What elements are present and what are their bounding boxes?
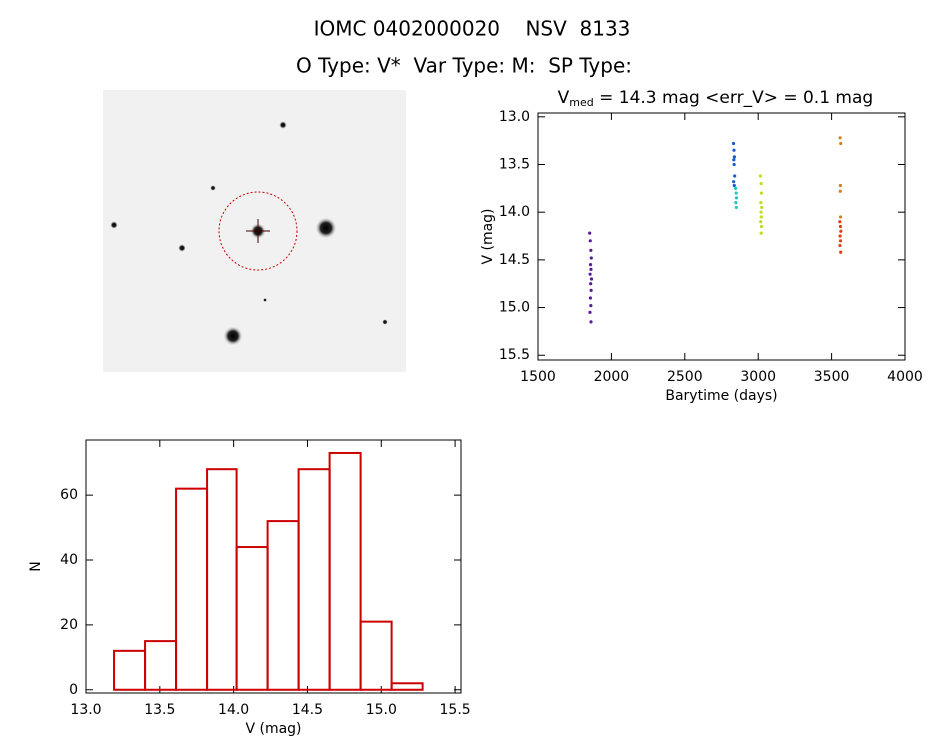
point [732, 158, 736, 162]
hist-bar [266, 520, 300, 691]
point [838, 224, 843, 229]
point [759, 201, 763, 205]
scatter-title: Vmed = 14.3 mag <err_V> = 0.1 mag [531, 88, 890, 109]
x-tick-label: 3000 [740, 369, 776, 385]
point [732, 162, 736, 167]
page-subtitle: O Type: V* Var Type: M: SP Type: [296, 54, 632, 78]
hist-bar [297, 468, 331, 691]
title-subscript: med [569, 96, 593, 109]
point [589, 256, 593, 260]
page-title: IOMC 0402000020 NSV 8133 [314, 17, 631, 41]
point [734, 191, 738, 195]
hist-bar [175, 487, 209, 691]
x-axis-label: V (mag) [245, 721, 301, 737]
point [838, 189, 842, 193]
point [589, 282, 593, 286]
point [733, 186, 738, 190]
point [588, 296, 593, 300]
point [759, 191, 764, 195]
plot-frame [85, 439, 462, 694]
hist-bar [113, 649, 147, 691]
sky-image [103, 90, 406, 372]
y-tick-label: 40 [60, 552, 78, 568]
point [759, 220, 763, 224]
point [732, 148, 736, 152]
hist-bar [144, 640, 178, 691]
point [759, 210, 763, 214]
point [588, 263, 593, 267]
point [838, 239, 843, 243]
x-tick-label: 14.0 [218, 702, 249, 718]
x-tick-label: 13.0 [70, 702, 101, 718]
point [839, 141, 843, 146]
y-tick-label: 20 [60, 617, 78, 633]
x-tick-label: 2000 [594, 369, 630, 385]
point [838, 243, 842, 248]
plot-frame [537, 112, 906, 361]
x-tick-label: 13.5 [144, 702, 175, 718]
point [588, 231, 592, 235]
point [588, 310, 592, 314]
point [838, 215, 843, 219]
point [734, 196, 739, 200]
hist-bar [390, 682, 424, 691]
y-tick-label: 15.0 [499, 300, 530, 316]
point [732, 183, 736, 188]
y-tick-label: 13.5 [499, 156, 530, 172]
point [839, 250, 843, 254]
point [589, 320, 593, 324]
point [732, 180, 736, 184]
y-tick-label: 13.0 [499, 109, 530, 125]
point [759, 181, 763, 186]
point [758, 174, 763, 178]
point [759, 215, 763, 219]
y-axis-label: V (mag) [480, 208, 496, 264]
point [733, 174, 737, 178]
point [589, 277, 594, 281]
point [589, 288, 593, 292]
point [838, 136, 842, 140]
point [732, 155, 737, 159]
point [838, 183, 843, 188]
x-tick-label: 3500 [814, 369, 850, 385]
y-tick-label: 14.5 [499, 252, 530, 268]
point [838, 220, 842, 224]
y-tick-label: 0 [69, 682, 78, 698]
x-tick-label: 2500 [667, 369, 703, 385]
point [588, 272, 592, 276]
y-axis-label: N [28, 561, 44, 571]
point [588, 239, 592, 243]
y-tick-label: 60 [60, 487, 78, 503]
point [734, 201, 738, 205]
title-main: V [558, 88, 570, 108]
x-tick-label: 15.5 [440, 702, 471, 718]
hist-bar [235, 546, 269, 691]
point [760, 205, 764, 210]
point [734, 205, 738, 210]
point [731, 141, 736, 146]
point [759, 231, 763, 235]
point [589, 248, 593, 252]
point [759, 224, 764, 229]
hist-bar [206, 468, 238, 691]
y-tick-label: 15.5 [499, 347, 530, 363]
x-tick-label: 15.0 [366, 702, 397, 718]
x-tick-label: 14.5 [292, 702, 323, 718]
x-axis-label: Barytime (days) [665, 388, 777, 404]
point [838, 234, 842, 238]
x-tick-label: 1500 [520, 369, 556, 385]
point [839, 229, 843, 233]
point [589, 304, 593, 308]
x-tick-label: 4000 [887, 369, 923, 385]
title-rest: = 14.3 mag <err_V> = 0.1 mag [594, 88, 874, 108]
y-tick-label: 14.0 [499, 204, 530, 220]
hist-bar [328, 451, 362, 691]
hist-bar [359, 620, 393, 691]
point [589, 267, 593, 272]
